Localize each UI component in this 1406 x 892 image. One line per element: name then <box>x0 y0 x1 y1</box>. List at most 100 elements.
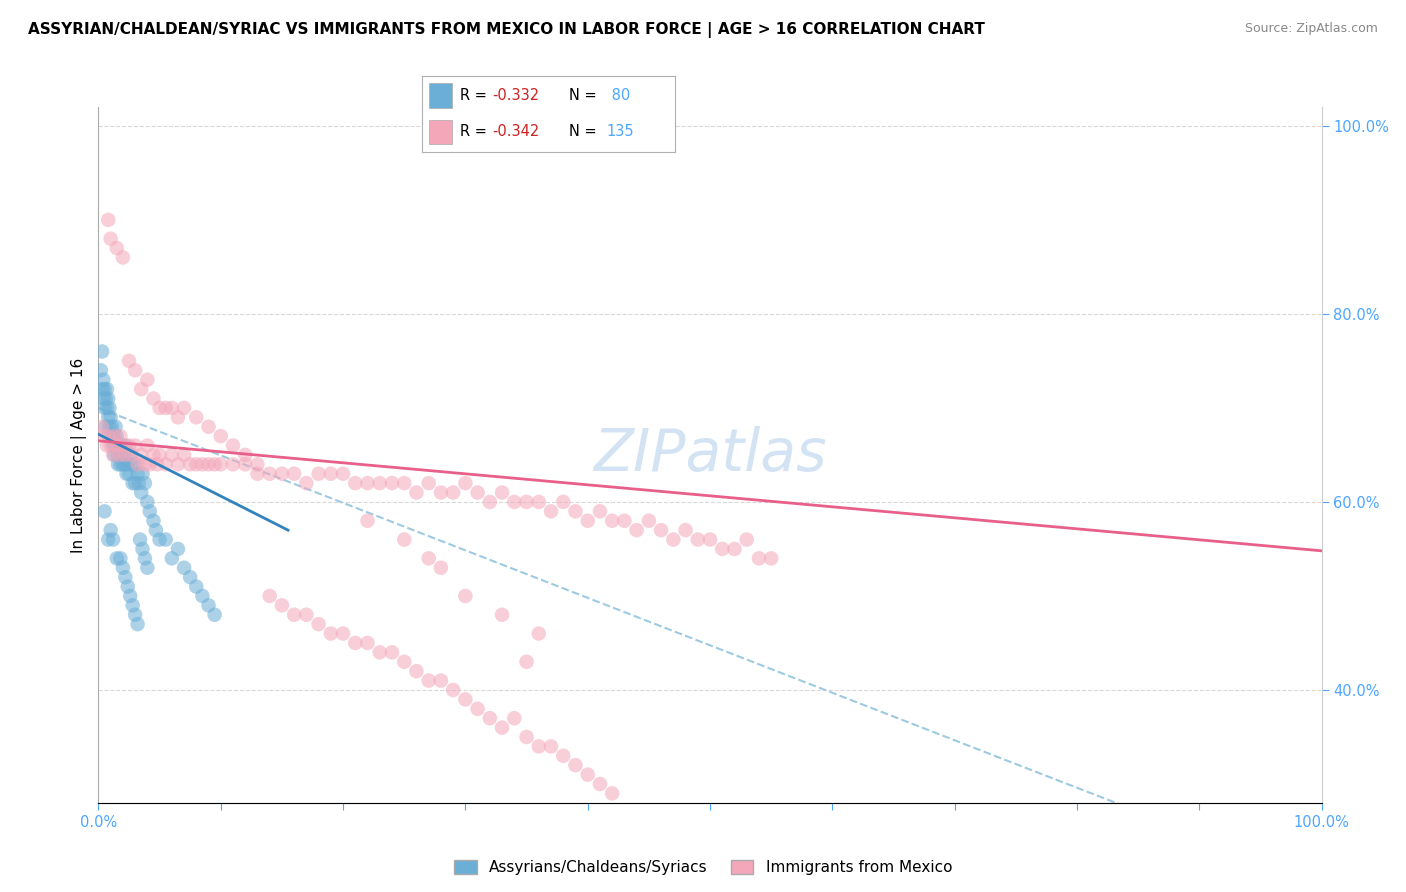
Point <box>104 419 127 434</box>
Point <box>405 485 427 500</box>
Point <box>128 476 150 491</box>
Point <box>117 458 139 472</box>
Point <box>368 645 391 659</box>
Point <box>454 692 477 706</box>
Point <box>186 410 208 425</box>
Legend: Assyrians/Chaldeans/Syriacs, Immigrants from Mexico: Assyrians/Chaldeans/Syriacs, Immigrants … <box>454 861 952 875</box>
Point <box>589 504 612 518</box>
Point <box>127 617 149 632</box>
Point <box>675 523 697 537</box>
Point <box>129 485 152 500</box>
Point <box>100 429 122 443</box>
Point <box>283 607 305 622</box>
Point <box>91 344 114 359</box>
Point <box>97 392 120 406</box>
Point <box>120 589 142 603</box>
Point <box>93 504 115 518</box>
Point <box>105 438 128 452</box>
Point <box>149 533 172 547</box>
Point <box>112 448 135 462</box>
Point <box>111 458 134 472</box>
Point <box>107 458 129 472</box>
Point <box>124 607 146 622</box>
Point <box>129 382 152 396</box>
Bar <box>429 120 453 144</box>
Point <box>295 607 318 622</box>
Point <box>441 485 464 500</box>
Point <box>111 438 134 452</box>
Point <box>124 363 146 377</box>
Point <box>121 476 143 491</box>
Point <box>93 429 115 443</box>
Point <box>127 467 149 481</box>
Point <box>186 458 208 472</box>
Point <box>527 495 550 509</box>
Point <box>155 533 177 547</box>
Point <box>553 748 575 763</box>
Point <box>104 438 127 452</box>
Point <box>204 607 226 622</box>
Point <box>191 589 214 603</box>
Point <box>515 655 537 669</box>
Point <box>173 560 195 574</box>
Point <box>142 448 165 462</box>
Point <box>98 401 121 415</box>
Point <box>142 392 165 406</box>
Point <box>94 392 117 406</box>
Point <box>308 617 330 632</box>
Point <box>430 485 453 500</box>
Point <box>114 448 136 462</box>
Point <box>160 401 183 415</box>
Point <box>94 419 117 434</box>
Point <box>91 373 114 387</box>
Point <box>392 655 416 669</box>
Point <box>626 523 648 537</box>
Point <box>540 739 562 754</box>
Point <box>111 438 134 452</box>
Text: N =: N = <box>568 124 600 139</box>
Point <box>97 212 120 227</box>
Point <box>101 429 124 443</box>
Point <box>478 711 501 725</box>
Point <box>392 476 416 491</box>
Point <box>344 476 367 491</box>
Text: 135: 135 <box>606 124 634 139</box>
Point <box>114 570 136 584</box>
Point <box>145 523 167 537</box>
Point <box>101 419 124 434</box>
Point <box>100 410 122 425</box>
Point <box>491 485 513 500</box>
Point <box>209 429 232 443</box>
Point <box>105 438 128 452</box>
Point <box>167 458 190 472</box>
Point <box>134 476 156 491</box>
Point <box>136 373 159 387</box>
Point <box>564 758 586 772</box>
Point <box>179 570 201 584</box>
Point <box>540 504 562 518</box>
Point <box>167 541 190 556</box>
Point <box>101 438 124 452</box>
Point <box>96 401 118 415</box>
Point <box>97 410 120 425</box>
Point <box>101 533 124 547</box>
Point <box>100 232 122 246</box>
Point <box>105 551 128 566</box>
Point <box>553 495 575 509</box>
Point <box>191 458 214 472</box>
Point <box>136 560 159 574</box>
Point <box>97 533 120 547</box>
Point <box>103 429 125 443</box>
Point <box>491 721 513 735</box>
Point <box>134 458 156 472</box>
Point <box>222 458 245 472</box>
Point <box>103 448 125 462</box>
Point <box>308 467 330 481</box>
Point <box>105 241 128 255</box>
Point <box>173 401 195 415</box>
Point <box>576 767 599 781</box>
Text: ASSYRIAN/CHALDEAN/SYRIAC VS IMMIGRANTS FROM MEXICO IN LABOR FORCE | AGE > 16 COR: ASSYRIAN/CHALDEAN/SYRIAC VS IMMIGRANTS F… <box>28 22 986 38</box>
Point <box>233 448 256 462</box>
Point <box>155 458 177 472</box>
Point <box>129 448 152 462</box>
